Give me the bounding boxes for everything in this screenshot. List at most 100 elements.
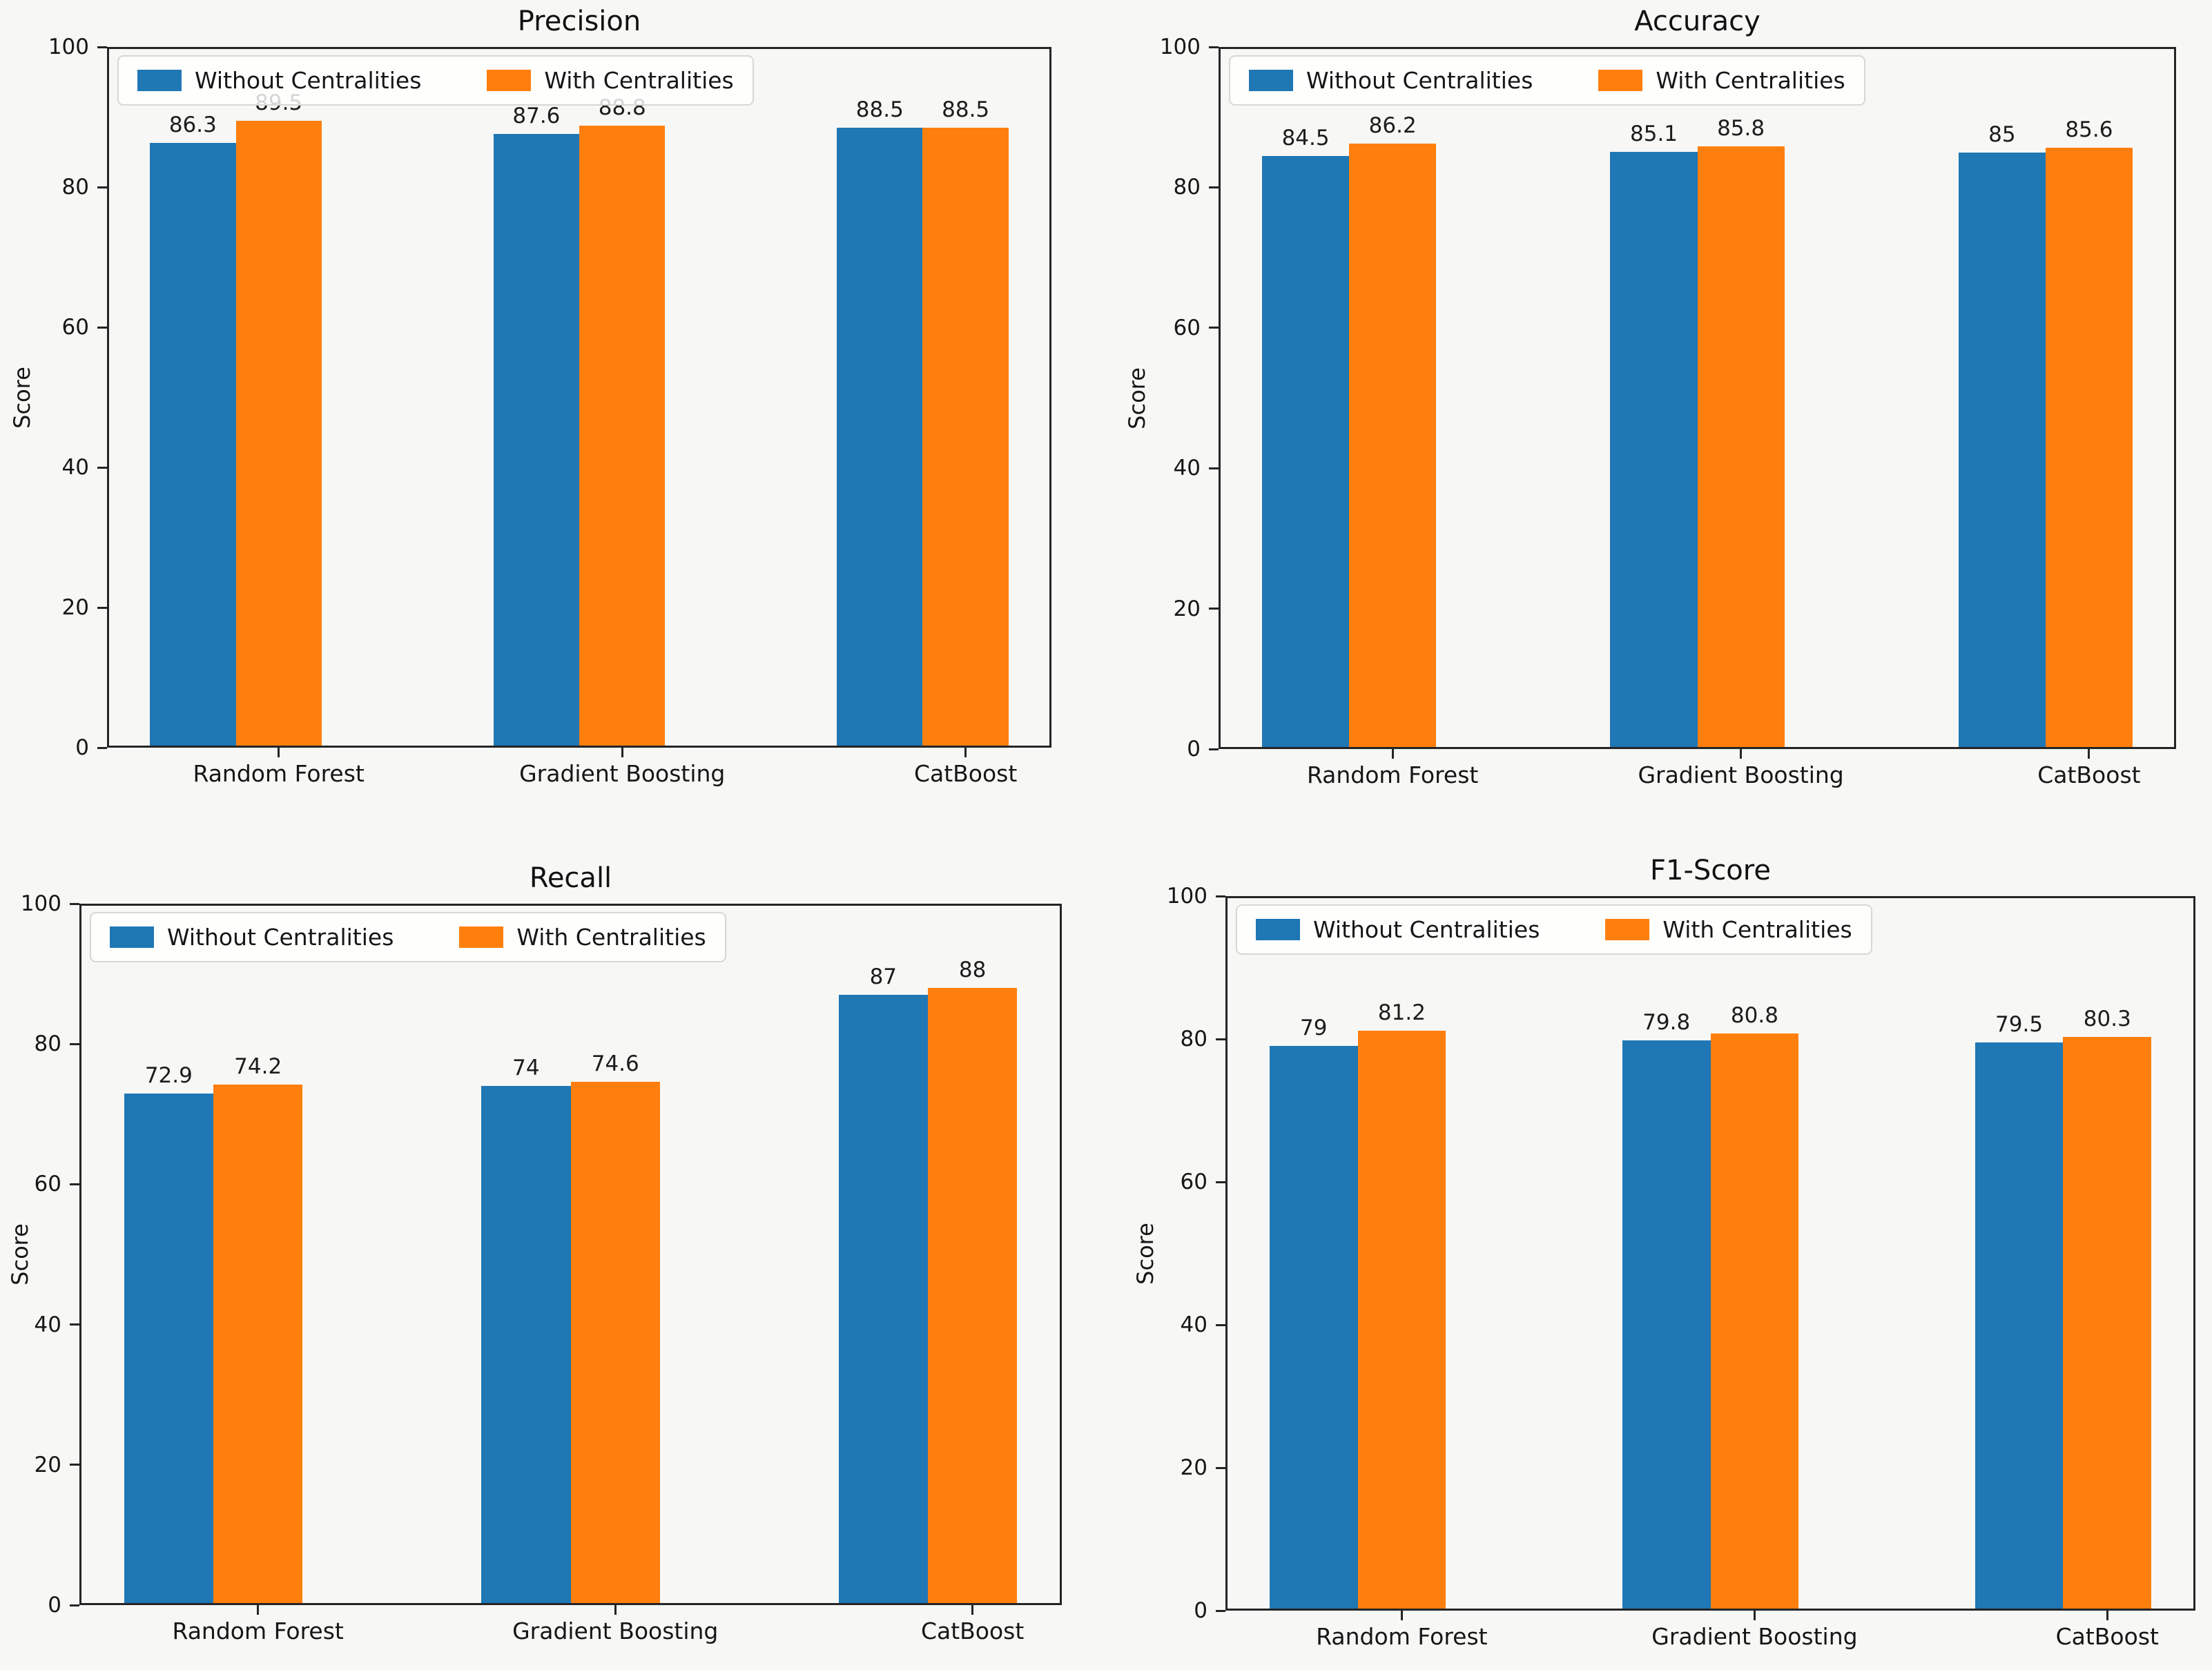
- bar-with-centralities-gradient-boosting: [1710, 1033, 1799, 1611]
- x-tick-label: Random Forest: [172, 1618, 344, 1644]
- bar-value-label: 87.6: [512, 103, 561, 128]
- legend-item: With Centralities: [1598, 67, 1845, 94]
- y-tick-label: 40: [1180, 1312, 1207, 1337]
- y-tick-label: 0: [1194, 1598, 1207, 1623]
- bar-value-label: 87: [869, 964, 898, 990]
- y-axis-tick: [1209, 186, 1219, 188]
- y-axis-label: Score: [7, 1223, 33, 1285]
- bar-without-centralities-random-forest: [1262, 155, 1350, 749]
- y-tick-label: 100: [1159, 35, 1201, 59]
- y-axis-tick: [1216, 895, 1225, 897]
- y-tick-label: 60: [34, 1172, 61, 1197]
- y-tick-label: 80: [1180, 1027, 1207, 1051]
- y-axis-tick: [97, 466, 107, 469]
- x-tick-label: Random Forest: [1316, 1623, 1488, 1650]
- legend-swatch-with-centralities: [1598, 70, 1643, 91]
- bar-without-centralities-gradient-boosting: [1622, 1040, 1711, 1611]
- y-tick-label: 0: [48, 1593, 61, 1618]
- bar-with-centralities-catboost: [927, 987, 1018, 1605]
- chart-title: Recall: [529, 862, 612, 894]
- x-axis-tick: [1740, 749, 1743, 759]
- bar-with-centralities-gradient-boosting: [579, 125, 666, 748]
- y-axis-tick: [70, 1464, 79, 1466]
- y-axis-tick: [97, 326, 107, 329]
- x-axis-tick: [964, 748, 967, 757]
- bar-without-centralities-catboost: [837, 127, 923, 748]
- y-axis-tick: [1209, 46, 1219, 48]
- bar-value-label: 80.8: [1730, 1002, 1778, 1028]
- y-axis-tick: [1216, 1038, 1225, 1040]
- y-tick-label: 40: [1173, 456, 1201, 481]
- y-axis-tick: [97, 746, 107, 749]
- x-axis-tick: [1391, 749, 1394, 759]
- bar-value-label: 88: [958, 957, 987, 982]
- legend-swatch-without-centralities: [137, 70, 182, 91]
- bar-with-centralities-catboost: [2045, 148, 2133, 749]
- legend: Without Centralities With Centralities: [1236, 904, 1872, 955]
- y-axis-tick: [70, 1042, 79, 1045]
- y-tick-label: 60: [61, 315, 89, 340]
- chart-title: F1-Score: [1650, 855, 1771, 886]
- y-axis-tick: [97, 186, 107, 188]
- y-axis-tick: [70, 1323, 79, 1326]
- bar-value-label: 79.8: [1642, 1010, 1691, 1036]
- y-axis-label: Score: [9, 366, 35, 429]
- x-axis-tick: [1400, 1611, 1403, 1620]
- bar-value-label: 86.3: [168, 113, 217, 138]
- y-axis-label: Score: [1124, 367, 1150, 429]
- legend-swatch-without-centralities: [110, 926, 154, 948]
- y-tick-label: 100: [1166, 884, 1207, 909]
- legend-label: Without Centralities: [1306, 67, 1533, 94]
- y-axis-tick: [70, 1604, 79, 1606]
- bar-with-centralities-random-forest: [235, 120, 322, 748]
- legend-swatch-without-centralities: [1256, 919, 1300, 940]
- x-axis-tick: [614, 1605, 617, 1615]
- x-tick-label: CatBoost: [920, 1618, 1025, 1644]
- legend-label: With Centralities: [1662, 916, 1852, 943]
- legend-label: With Centralities: [1656, 67, 1845, 94]
- x-tick-label: Random Forest: [193, 760, 365, 787]
- legend: Without Centralities With Centralities: [117, 55, 754, 106]
- y-axis-tick: [70, 902, 79, 905]
- bar-value-label: 85.8: [1717, 116, 1765, 142]
- legend-item: Without Centralities: [137, 67, 421, 94]
- y-axis-tick: [1216, 1323, 1225, 1326]
- legend-swatch-without-centralities: [1249, 70, 1293, 91]
- bar-without-centralities-catboost: [1975, 1042, 2064, 1611]
- bar-value-label: 88.5: [855, 97, 904, 122]
- y-axis-tick: [1209, 608, 1219, 610]
- bar-value-label: 74.6: [591, 1051, 639, 1077]
- y-axis-tick: [97, 606, 107, 609]
- legend-item: Without Centralities: [110, 924, 394, 951]
- x-tick-label: Gradient Boosting: [1651, 1623, 1858, 1650]
- bar-with-centralities-random-forest: [1349, 144, 1437, 749]
- legend-item: Without Centralities: [1249, 67, 1533, 94]
- chart-title: Accuracy: [1634, 6, 1760, 37]
- bar-with-centralities-random-forest: [213, 1085, 303, 1605]
- legend-item: With Centralities: [1605, 916, 1852, 943]
- bar-value-label: 79.5: [1995, 1012, 2044, 1038]
- x-axis-tick: [278, 748, 280, 757]
- y-tick-label: 40: [61, 455, 89, 480]
- bar-with-centralities-catboost: [2063, 1036, 2152, 1611]
- y-tick-label: 20: [34, 1452, 61, 1477]
- bar-value-label: 85.6: [2065, 117, 2113, 143]
- bar-value-label: 72.9: [144, 1063, 193, 1089]
- legend-item: With Centralities: [459, 924, 706, 951]
- x-axis-tick: [621, 748, 623, 757]
- y-axis-tick: [1209, 748, 1219, 750]
- legend-item: Without Centralities: [1256, 916, 1540, 943]
- x-tick-label: CatBoost: [2055, 1623, 2159, 1650]
- bar-with-centralities-random-forest: [1357, 1030, 1446, 1611]
- y-tick-label: 100: [48, 35, 89, 59]
- y-axis-tick: [1216, 1466, 1225, 1469]
- bar-with-centralities-catboost: [922, 127, 1009, 748]
- y-axis-tick: [1216, 1181, 1225, 1183]
- y-tick-label: 80: [1173, 175, 1201, 200]
- y-tick-label: 60: [1180, 1169, 1207, 1194]
- y-axis-label: Score: [1132, 1222, 1158, 1285]
- legend-swatch-with-centralities: [1605, 919, 1650, 940]
- x-tick-label: CatBoost: [913, 760, 1018, 787]
- x-tick-label: CatBoost: [2037, 761, 2141, 788]
- bar-with-centralities-gradient-boosting: [570, 1082, 660, 1605]
